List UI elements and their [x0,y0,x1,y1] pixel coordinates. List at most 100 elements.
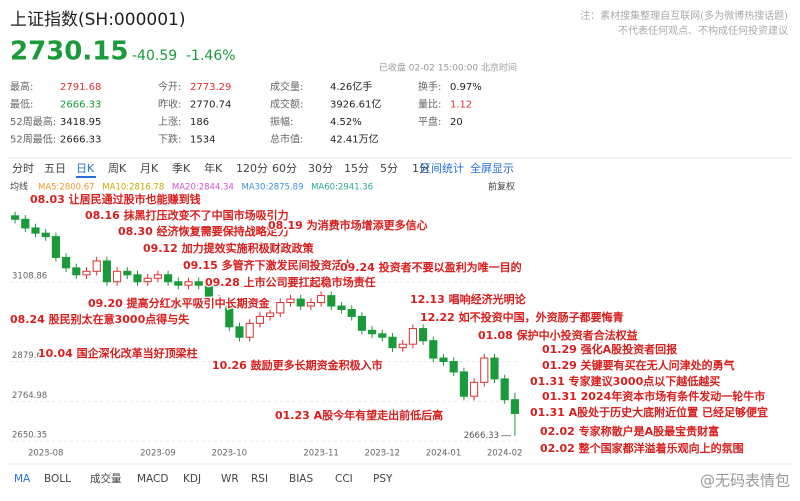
period-tab[interactable]: 五日 [44,162,66,175]
indicator-tab[interactable]: KDJ [183,473,201,485]
candle-body [143,277,152,283]
annotation: 01.31 2024年资本市场有条件发动一轮牛市 [542,389,765,403]
candle-body [255,315,264,324]
indicator-tab[interactable]: MA [14,473,31,485]
y-tick-label: 2879.69 [12,351,47,361]
stat-value: 1534 [190,135,215,146]
change: -40.59 [132,48,177,64]
stat-label: 最低: [10,98,33,111]
annotation: 08.30 经济恢复需要保持战略定力 [118,224,289,238]
indicator-tab[interactable]: 成交量 [90,472,122,485]
annotation: 08.19 为消费市场增添更多信心 [268,218,428,232]
stat-label: 上涨: [158,116,181,128]
candle-body [215,298,224,307]
x-tick-label: 2023-11 [303,449,339,459]
annotation: 01.29 强化A股投资者回报 [542,342,678,356]
candle-body [235,326,244,338]
candle-body [133,274,142,283]
candle-body [286,298,295,304]
stat-value: 2666.33 [60,100,101,111]
tab-action[interactable]: 区间统计 [420,162,464,175]
candle-body [470,381,479,397]
candle-body [82,270,91,276]
stat-label: 52周最低: [10,133,56,146]
candle-body [429,340,438,359]
annotation: 09.24 投资者不要以盈利为唯一目的 [340,260,522,274]
candle-body [276,302,285,314]
stat-label: 昨收: [158,98,181,111]
period-tab[interactable]: 月K [140,162,159,175]
period-tab[interactable]: 季K [172,162,191,175]
candle-body [153,274,162,279]
candle-body [21,218,30,229]
annotation: 08.03 让居民通过股市也能赚到钱 [30,192,201,206]
indicator-tab[interactable]: BOLL [44,473,71,485]
candle-body [347,308,356,317]
stat-value: 3926.61亿 [330,98,381,111]
candle-body [439,357,448,363]
candle-body [72,267,81,276]
period-tab[interactable]: 30分 [308,162,333,175]
candle-body [490,357,499,380]
stat-value: 2770.74 [190,100,231,111]
candle-body [317,295,326,304]
annotation: 01.29 关键要有买在无人问津处的勇气 [542,358,735,372]
stat-value: 186 [190,117,209,128]
candle-body [102,260,111,283]
ma-legend: MA10:2816.78 [102,183,164,193]
tab-action[interactable]: 全屏显示 [470,161,514,175]
annotation: 10.26 鼓励更多长期资金积极入市 [212,358,383,372]
stat-label: 52周最高: [10,115,56,128]
stat-value: 4.26亿手 [330,80,372,93]
ma-legend: MA30:2875.89 [242,183,304,193]
candle-body [245,322,254,338]
x-tick-label: 2024-01 [426,449,462,459]
indicator-tab[interactable]: PSY [373,473,393,485]
stat-value: 2773.29 [190,82,231,93]
stat-value: 3418.95 [60,117,101,128]
note: 注：素材搜集整理自互联网(多为微博热搜话题) [580,9,788,22]
period-tab[interactable]: 年K [204,161,223,175]
candle-body [337,305,346,310]
annotation: 02.02 专家称散户是A股最宝贵财富 [540,424,719,438]
annotation: 09.28 上市公司要扛起稳市场责任 [205,275,376,289]
ma-legend: MA60:2941.36 [311,183,373,193]
y-tick-label: 2650.35 [12,431,47,441]
period-tab[interactable]: 周K [108,162,127,175]
title: 上证指数(SH:000001) [10,10,185,30]
indicator-tab[interactable]: RSI [251,473,268,485]
candle-body [419,328,428,342]
annotation: 09.15 多管齐下激发民间投资活力 [183,258,354,272]
stat-value: 2791.68 [60,82,101,93]
period-tab[interactable]: 15分 [344,162,369,175]
indicator-tab[interactable]: BIAS [289,473,313,485]
candle-body [510,399,519,415]
y-tick-label: 3108.86 [12,272,47,282]
annotation: 01.08 保护中小投资者合法权益 [478,328,638,342]
annotation: 01.31 A股处于历史大底附近位置 已经足够便宜 [530,405,768,419]
x-tick-label: 2023-12 [365,449,401,459]
period-tab[interactable]: 分时 [12,162,34,175]
indicator-tab[interactable]: WR [221,473,239,485]
candle-body [62,256,71,269]
period-tab[interactable]: 60分 [272,162,297,175]
ma-title: 均线 [10,181,28,193]
stat-value: 2666.33 [60,135,101,146]
candle-body [225,305,234,328]
status: 已收盘 02-02 15:00:00 北京时间 [379,62,517,74]
adjust[interactable]: 前复权 [488,181,515,193]
indicator-tab[interactable]: CCI [335,473,353,485]
x-tick-label: 2024-02 [487,449,523,459]
indicator-tab[interactable]: MACD [137,473,168,485]
period-tab[interactable]: 日K [76,162,95,175]
period-tab[interactable]: 5分 [380,162,398,175]
candle-body [204,284,213,300]
period-tab[interactable]: 1分 [412,162,430,175]
period-tab[interactable]: 120分 [236,162,268,175]
stat-label: 下跌: [158,133,181,146]
candle-body [368,329,377,335]
stat-value: 4.52% [330,117,362,128]
stat-label: 成交量: [270,80,303,93]
